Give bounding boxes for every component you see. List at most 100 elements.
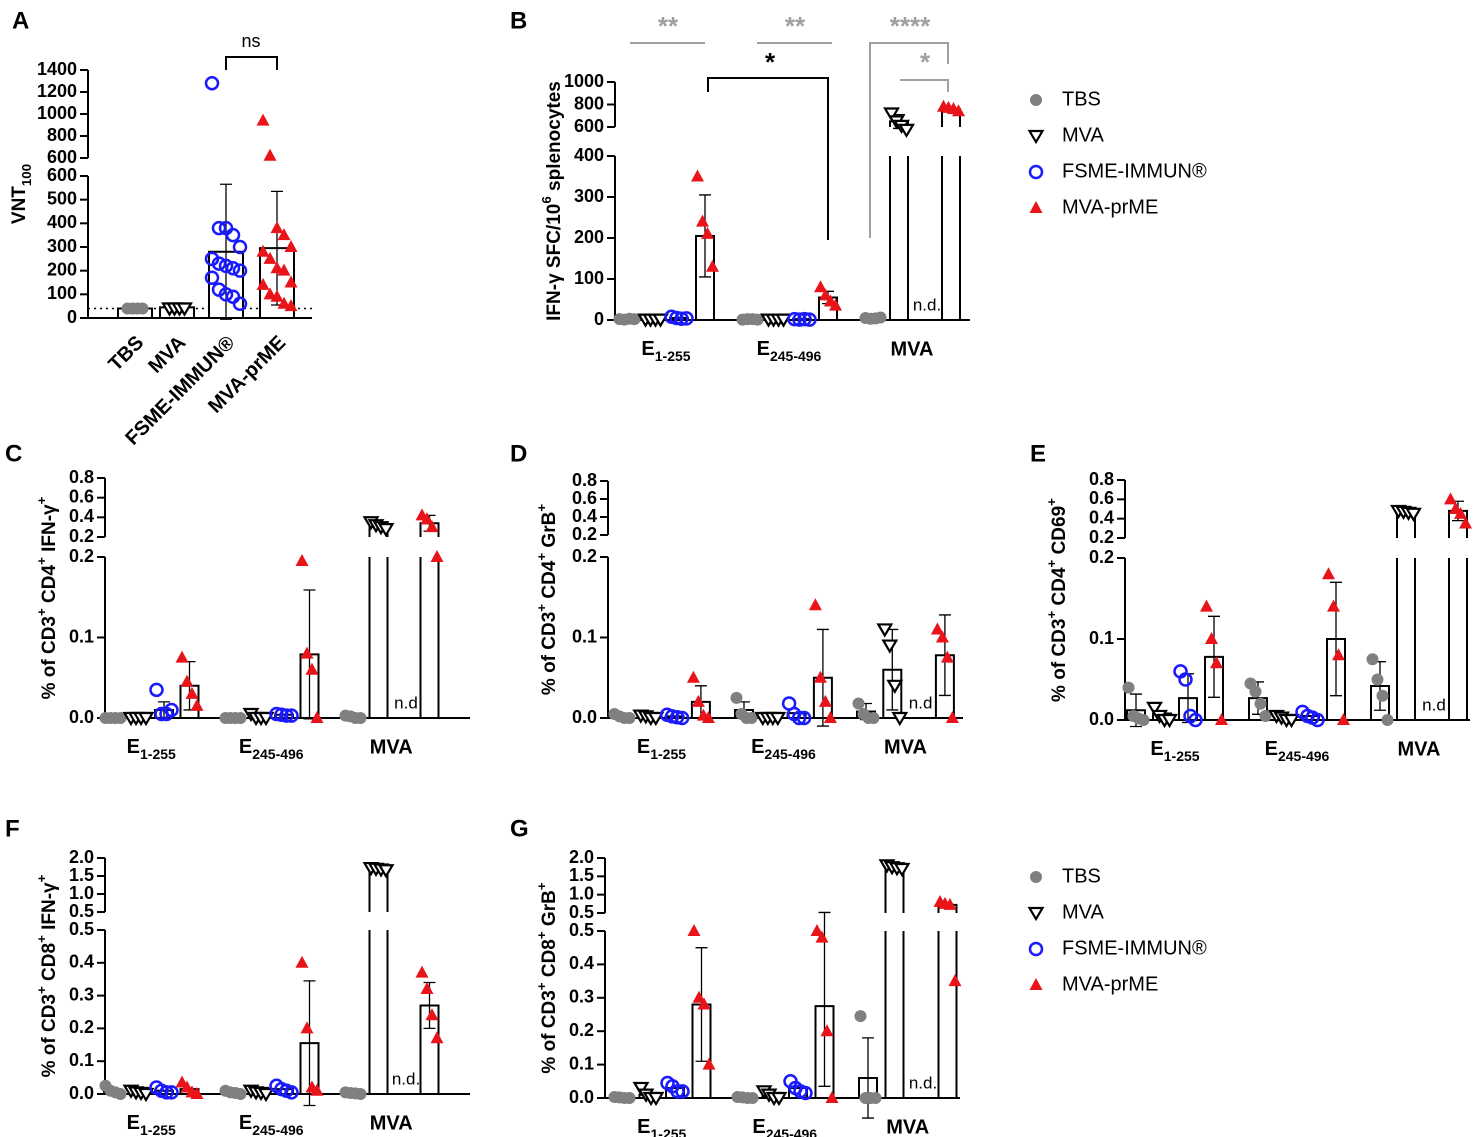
data-point <box>691 169 704 182</box>
label-part: 1-255 <box>140 1122 176 1137</box>
data-point <box>886 679 904 694</box>
y-tick-label: 600 <box>47 165 77 185</box>
bar <box>1396 510 1416 721</box>
bar <box>419 522 440 719</box>
data-point <box>876 623 894 638</box>
y-axis-label: IFN-γ SFC/106 splenocytes <box>539 81 566 321</box>
significance-label: * <box>765 47 776 77</box>
data-point <box>769 711 787 727</box>
data-point <box>354 1088 367 1100</box>
data-point <box>425 1008 439 1021</box>
legend-marker <box>1030 94 1042 106</box>
error-bar <box>938 614 951 697</box>
label-part: GrB <box>539 512 560 553</box>
label-part: + <box>34 935 49 943</box>
data-point <box>1332 648 1345 661</box>
data-point <box>211 256 227 271</box>
panel-letter: E <box>1030 440 1046 467</box>
annotation: n.d. <box>909 1073 937 1092</box>
label-part: E <box>751 736 764 758</box>
legend-label: MVA <box>1062 124 1105 146</box>
panel: G% of CD3+ CD8+ GrB+0.00.10.20.30.40.50.… <box>510 815 962 1137</box>
data-point <box>791 710 807 726</box>
data-point <box>893 862 911 878</box>
data-point <box>940 650 954 663</box>
label-part: GrB <box>539 890 560 931</box>
data-point <box>675 1084 690 1099</box>
bar <box>1448 509 1468 721</box>
data-point <box>225 261 241 276</box>
legend: TBS MVA FSME-IMMUN® MVA-prME <box>1027 865 1207 995</box>
data-point <box>310 711 324 723</box>
data-point <box>1371 673 1384 686</box>
data-point <box>691 694 705 707</box>
y-tick-label: 0.6 <box>69 486 94 506</box>
data-point <box>751 313 764 326</box>
panel-letter: C <box>5 440 22 467</box>
data-point <box>1327 599 1340 612</box>
data-point <box>263 148 277 161</box>
data-point <box>852 697 865 710</box>
data-point <box>232 296 248 312</box>
bar <box>368 523 389 719</box>
x-tick-label: MVA <box>884 736 927 758</box>
y-tick-label: 0.2 <box>572 524 597 544</box>
data-point <box>943 897 957 910</box>
legend-label: MVA-prME <box>1062 973 1158 995</box>
bar <box>695 234 715 321</box>
data-point <box>798 1085 813 1101</box>
label-part: E <box>239 1112 252 1134</box>
y-axis-label: % of CD3+ CD4+ IFN-γ+ <box>34 496 61 699</box>
data-point <box>420 982 434 995</box>
y-tick-label: 200 <box>47 259 77 279</box>
y-tick-label: 0.2 <box>572 546 597 566</box>
data-point <box>257 1087 275 1103</box>
significance-label: ns <box>241 31 260 51</box>
data-point <box>175 650 189 663</box>
y-tick-label: 0 <box>67 307 77 327</box>
y-tick-label: 1400 <box>37 59 77 79</box>
x-tick-label: MVA <box>891 338 934 360</box>
error-bar <box>303 980 316 1107</box>
data-point <box>745 712 758 724</box>
y-tick-label: 2.0 <box>569 847 594 867</box>
data-point <box>930 622 944 635</box>
data-point <box>234 1088 247 1100</box>
data-point <box>190 698 204 711</box>
data-point <box>159 1085 174 1100</box>
label-part: E <box>127 1112 140 1134</box>
x-tick-label: E245-496 <box>1265 738 1330 763</box>
y-tick-label: 0.5 <box>69 901 94 921</box>
y-tick-label: 800 <box>574 93 604 113</box>
label-part: 1-255 <box>140 746 176 762</box>
data-point <box>692 990 706 1003</box>
label-part: + <box>534 604 549 612</box>
legend-marker <box>1027 906 1045 922</box>
data-point <box>1376 689 1389 702</box>
data-point <box>284 1085 299 1100</box>
label-part: E <box>1150 738 1163 760</box>
data-point <box>647 711 665 727</box>
label-part: CD8 <box>39 943 60 986</box>
data-point <box>284 275 298 288</box>
label-part: + <box>34 557 49 565</box>
y-tick-label: 0.0 <box>69 1083 94 1103</box>
significance-bracket <box>900 79 949 92</box>
data-point <box>687 924 701 936</box>
data-point <box>808 598 822 611</box>
y-tick-label: 1200 <box>37 81 77 101</box>
label-part: E <box>752 1116 765 1137</box>
label-part: % of CD3 <box>539 612 560 695</box>
data-point <box>415 965 429 978</box>
data-point <box>632 1081 650 1097</box>
panel: B IFN-γ SFC/106 splenocytes 0 100 200 300 400 6… <box>510 7 970 364</box>
data-point <box>935 630 949 643</box>
data-point <box>277 296 291 309</box>
y-tick-label: 600 <box>47 147 77 167</box>
label-part: + <box>534 931 549 939</box>
y-axis-label: % of CD3+ CD4+ CD69+ <box>1044 498 1071 702</box>
data-point <box>701 226 714 239</box>
data-point <box>874 311 887 324</box>
data-point <box>948 974 962 987</box>
data-point <box>257 711 275 727</box>
